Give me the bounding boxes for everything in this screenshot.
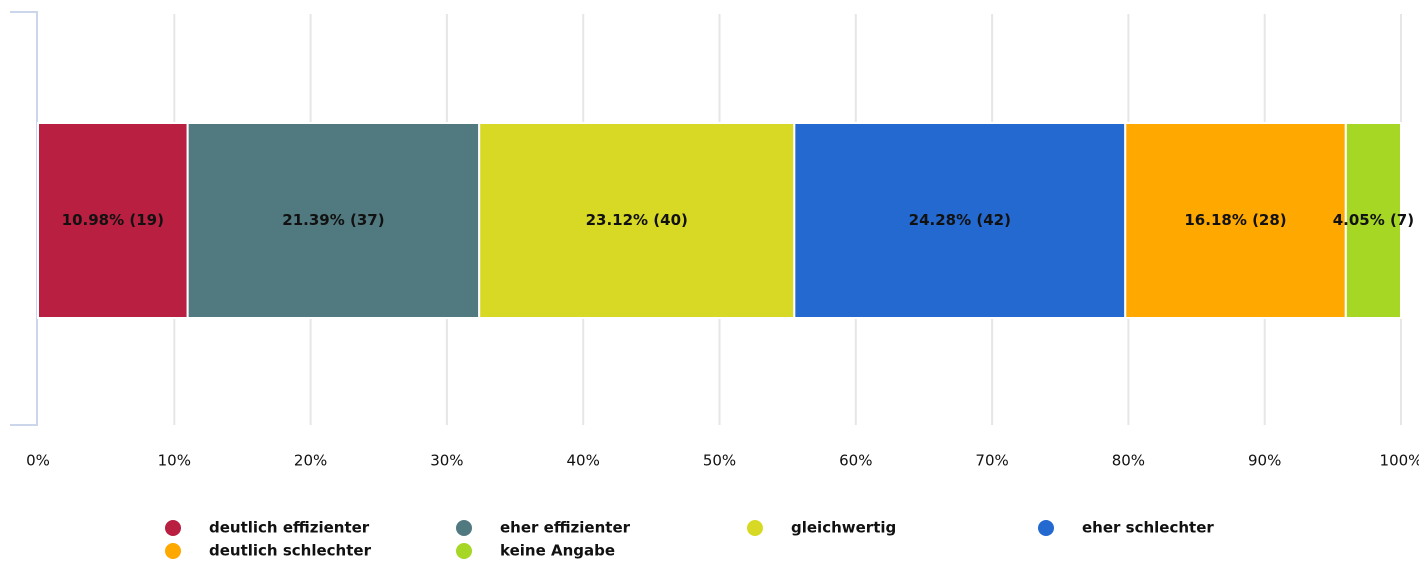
x-tick-label: 10% <box>158 452 191 470</box>
legend-marker <box>456 520 472 536</box>
x-tick-label: 30% <box>430 452 463 470</box>
x-tick-label: 70% <box>975 452 1008 470</box>
data-label: 24.28% (42) <box>909 211 1011 229</box>
x-tick-label: 20% <box>294 452 327 470</box>
legend-label: keine Angabe <box>500 542 615 560</box>
legend-marker <box>165 520 181 536</box>
legend-marker <box>747 520 763 536</box>
x-tick-label: 100% <box>1380 452 1419 470</box>
data-label: 21.39% (37) <box>282 211 384 229</box>
x-tick-label: 90% <box>1248 452 1281 470</box>
axis-bracket <box>10 11 38 426</box>
legend-label: gleichwertig <box>791 519 896 537</box>
data-label: 4.05% (7) <box>1333 211 1414 229</box>
x-tick-label: 60% <box>839 452 872 470</box>
legend-marker <box>456 543 472 559</box>
x-tick-label: 80% <box>1112 452 1145 470</box>
legend-marker <box>1038 520 1054 536</box>
data-label: 10.98% (19) <box>62 211 164 229</box>
bar-segment <box>1344 122 1402 319</box>
x-tick-label: 0% <box>26 452 50 470</box>
data-label: 16.18% (28) <box>1184 211 1286 229</box>
bar-segment <box>793 122 1127 319</box>
legend-label: eher effizienter <box>500 519 631 537</box>
x-tick-label: 50% <box>703 452 736 470</box>
legend-label: deutlich schlechter <box>209 542 372 560</box>
bar-segment <box>1124 122 1347 319</box>
legend-label: eher schlechter <box>1082 519 1214 537</box>
data-label: 23.12% (40) <box>586 211 688 229</box>
x-tick-label: 40% <box>567 452 600 470</box>
bar-segment <box>478 122 796 319</box>
legend-marker <box>165 543 181 559</box>
legend-label: deutlich effizienter <box>209 519 370 537</box>
bar-segment <box>186 122 481 319</box>
